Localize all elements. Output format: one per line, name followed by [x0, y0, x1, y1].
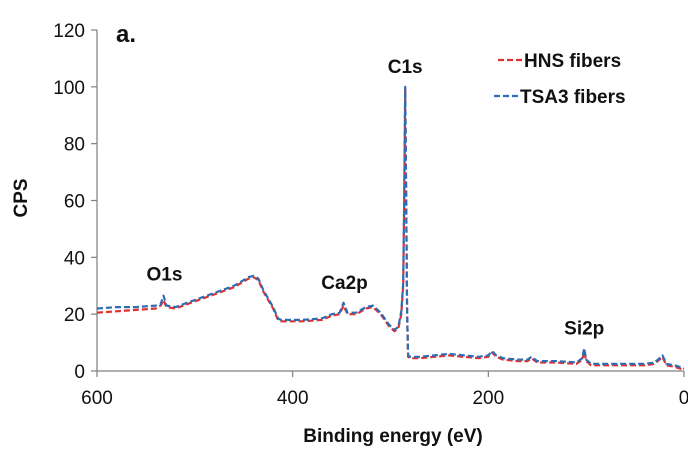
y-tick-label: 60: [64, 192, 85, 213]
legend-label-tsa3: TSA3 fibers: [520, 87, 626, 108]
x-tick-label: 0: [679, 388, 688, 409]
x-tick-label: 200: [472, 388, 504, 409]
series-line-tsa3-fibers: [96, 85, 685, 370]
peak-labels: O1s Ca2p C1s Si2p: [147, 57, 605, 339]
y-tick-label: 40: [64, 248, 85, 269]
y-tick-label: 0: [74, 362, 85, 383]
axes: 0 20 40 60 80 100 120 600 400 200 0: [53, 21, 688, 409]
legend-label-hns: HNS fibers: [524, 51, 621, 72]
panel-label: a.: [116, 21, 136, 48]
y-tick-label: 120: [53, 21, 85, 42]
peak-label-si2p: Si2p: [564, 318, 604, 339]
peak-label-c1s: C1s: [388, 57, 423, 78]
peak-label-o1s: O1s: [147, 264, 183, 285]
y-tick-label: 100: [53, 78, 85, 99]
legend: HNS fibers TSA3 fibers: [494, 51, 626, 108]
x-tick-label: 400: [277, 388, 309, 409]
series-lines: [96, 85, 685, 372]
y-axis-title: CPS: [11, 178, 32, 217]
x-tick-label: 600: [81, 388, 113, 409]
peak-label-ca2p: Ca2p: [321, 273, 367, 294]
x-axis-title: Binding energy (eV): [303, 426, 482, 447]
y-tick-label: 80: [64, 135, 85, 156]
y-tick-label: 20: [64, 305, 85, 326]
series-line-hns-fibers: [96, 87, 685, 372]
